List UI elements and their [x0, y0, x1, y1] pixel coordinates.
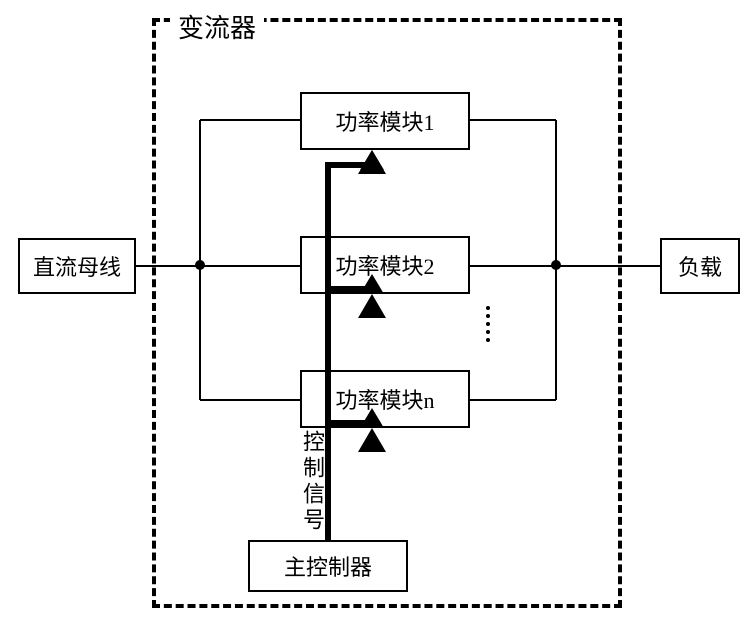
power-module-1: 功率模块1 — [300, 92, 470, 150]
dc-bus-box: 直流母线 — [18, 238, 136, 294]
diagram-root: 变流器 直流母线 负载 功率模块1 功率模块2 功率模块n 主控制器 控制信号 — [0, 0, 756, 636]
converter-title: 变流器 — [170, 8, 264, 45]
control-signal-label: 控制信号 — [296, 430, 328, 534]
load-box: 负载 — [660, 238, 740, 294]
power-module-n: 功率模块n — [300, 370, 470, 428]
ellipsis-dots — [486, 306, 490, 342]
main-controller-box: 主控制器 — [248, 540, 408, 592]
power-module-2: 功率模块2 — [300, 236, 470, 294]
